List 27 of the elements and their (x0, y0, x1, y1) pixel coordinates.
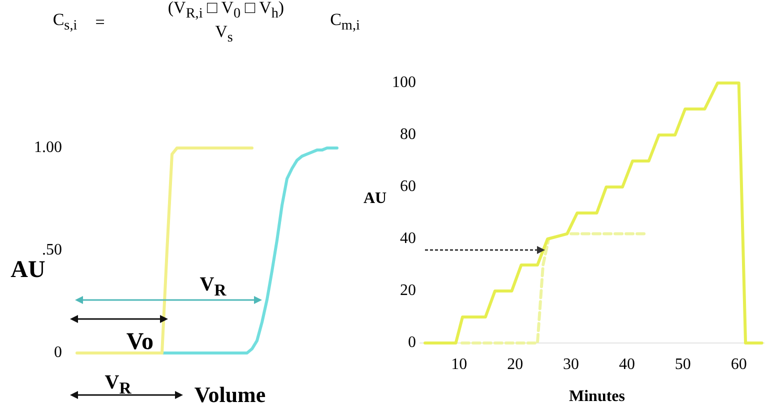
y-tick-label: 100 (392, 74, 416, 92)
y-tick-label: 80 (400, 126, 416, 144)
x-tick-label: 20 (507, 356, 524, 373)
y-tick-label: 60 (400, 178, 416, 196)
annotation: Vo (126, 329, 154, 355)
text: C$_{s,i}$ (52, 10, 78, 34)
y-axis-title: AU (10, 257, 46, 283)
x-tick-label: 50 (674, 356, 691, 373)
x-tick-label: 40 (618, 356, 635, 373)
x-tick-label: 60 (730, 356, 747, 373)
y-axis-title: AU (363, 190, 387, 207)
y-tick-label: .50 (42, 242, 62, 259)
text: V$_{R}$ (104, 372, 132, 398)
text: V$_{s}$ (215, 22, 233, 46)
text: (V$_{R,i}$ □ V$_{0}$ □ V$_{h}$) (168, 0, 284, 22)
x-axis-title: Minutes (569, 388, 625, 405)
y-tick-label: 40 (400, 230, 416, 248)
y-tick-label: 20 (400, 282, 416, 300)
x-tick-label: 30 (563, 356, 580, 373)
y-tick-label: 0 (408, 334, 416, 352)
annotation: V$_{R}$ (200, 274, 226, 300)
text: = (95, 12, 105, 32)
x-tick-label: 10 (451, 356, 468, 373)
text: C$_{m,i}$ (330, 10, 360, 34)
y-tick-label: 0 (54, 344, 62, 362)
y-tick-label: 1.00 (34, 139, 62, 156)
x-axis-title: Volume (194, 382, 266, 407)
